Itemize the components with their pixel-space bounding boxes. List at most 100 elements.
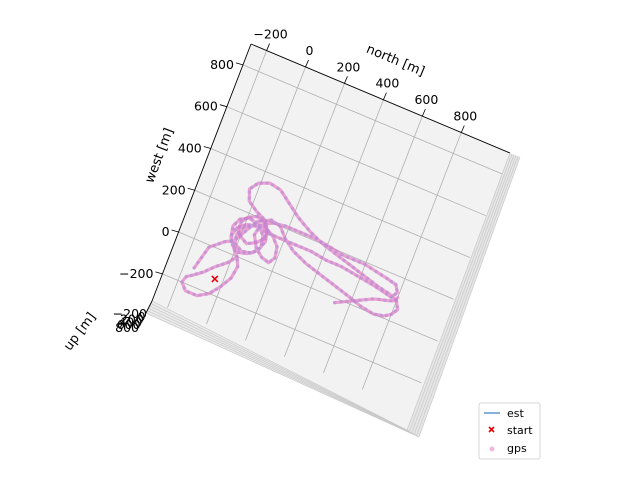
gps-point (333, 300, 337, 305)
gps-point (394, 283, 398, 287)
grid-line-side-0 (406, 152, 511, 431)
north-tick-label-5: 800 (453, 109, 477, 124)
gps-point (274, 221, 278, 225)
up-tick-label-1: 0 (137, 309, 145, 324)
north-tick-label-2: 200 (337, 59, 361, 74)
gps-point (288, 241, 293, 245)
gps-point (259, 218, 264, 222)
legend: est start gps (478, 402, 541, 460)
gps-point (365, 276, 370, 280)
axis-west-line (151, 43, 252, 302)
gps-point (298, 217, 302, 221)
grid-line-front-3 (148, 307, 415, 435)
grid-line-west-5 (242, 64, 503, 175)
gps-point (356, 269, 360, 273)
gps-point (257, 247, 261, 251)
gps-point (205, 268, 209, 273)
grid-line-front-2 (149, 305, 412, 434)
gps-point (389, 279, 394, 284)
gps-point (270, 233, 275, 237)
gps-point (316, 271, 320, 275)
grid-line-west-4 (226, 106, 487, 217)
gps-point (259, 242, 264, 247)
gps-point (310, 232, 314, 236)
west-ticks: −200 0 200 400 600 800 (119, 57, 244, 281)
gps-point (309, 235, 313, 239)
gps-point (385, 276, 389, 281)
grid-line-north-5 (361, 132, 462, 390)
gps-point (369, 310, 373, 315)
gps-point (239, 220, 243, 224)
up-tick-label-5: 800 (115, 320, 139, 335)
gps-point (340, 252, 344, 257)
gps-point (302, 260, 306, 264)
gps-point (232, 270, 236, 275)
grid-lines (145, 50, 521, 438)
gps-point (339, 300, 343, 304)
west-tick-mark-1 (171, 229, 179, 233)
west-tick-label-5: 800 (210, 57, 234, 72)
gps-point (242, 239, 247, 243)
gps-point (238, 234, 242, 238)
gps-point (247, 196, 251, 200)
west-tick-label-3: 400 (178, 140, 202, 155)
west-tick-label-1: 0 (162, 224, 170, 239)
gps-point (214, 287, 218, 291)
gps-point (283, 236, 287, 240)
gps-point (321, 274, 325, 279)
gps-point (347, 262, 351, 266)
legend-frame (478, 402, 541, 460)
gps-point (236, 264, 240, 269)
gps-point (346, 255, 350, 259)
gps-point (335, 285, 339, 289)
west-tick-mark-2 (187, 187, 195, 191)
gps-point (247, 251, 251, 255)
north-axis-label: north [m] (364, 42, 427, 80)
gps-point (229, 276, 233, 280)
gps-point (259, 181, 263, 185)
gps-point (344, 292, 348, 297)
gps-point (198, 293, 202, 297)
gps-point (255, 214, 259, 219)
gps-point (215, 264, 220, 268)
gps-point (269, 259, 273, 263)
gps-point (294, 243, 298, 247)
gps-point (363, 307, 368, 311)
gps-point (293, 228, 298, 232)
gps-point (314, 237, 318, 241)
grid-line-north-0 (167, 50, 267, 308)
gps-point (222, 240, 227, 244)
gps-point (236, 250, 241, 255)
grid-line-front-0 (151, 300, 408, 431)
gps-point (207, 245, 211, 249)
gps-point (384, 292, 389, 296)
gps-point (324, 243, 328, 247)
gps-point (252, 233, 257, 237)
grid-line-side-2 (411, 154, 515, 433)
gps-point (375, 285, 379, 290)
gps-point (389, 312, 393, 316)
gps-point (252, 250, 256, 254)
gps-point (221, 262, 225, 266)
gps-point (351, 257, 356, 262)
gps-point (250, 218, 254, 222)
gps-point (196, 260, 200, 265)
gps-point (287, 201, 291, 205)
gps-point (380, 289, 384, 293)
up-tick-label-3: 400 (118, 314, 142, 329)
gps-point (250, 185, 254, 190)
grid-line-front-5 (145, 312, 420, 438)
axis-up-line (145, 300, 153, 314)
gps-point (275, 245, 279, 249)
gps-point (252, 223, 256, 227)
gps-point (280, 191, 285, 195)
gps-point (342, 258, 346, 263)
gps-point (212, 243, 216, 248)
grid-line-side-5 (418, 156, 521, 438)
start-marker-stroke-b (211, 275, 219, 283)
gps-point (344, 267, 349, 272)
gps-point (393, 309, 398, 313)
gps-point (231, 243, 235, 247)
gps-point (389, 299, 393, 303)
west-tick-label-4: 600 (194, 99, 218, 114)
